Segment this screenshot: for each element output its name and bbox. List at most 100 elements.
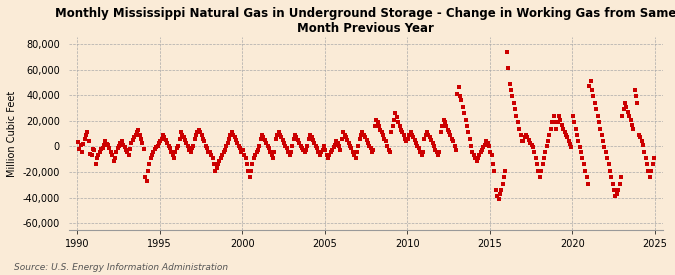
Point xyxy=(372,120,383,124)
Point xyxy=(176,130,186,134)
Point xyxy=(601,149,612,154)
Point xyxy=(560,133,571,137)
Point xyxy=(113,144,124,148)
Point xyxy=(92,156,103,160)
Point xyxy=(292,138,303,142)
Point xyxy=(103,143,113,148)
Point xyxy=(227,133,238,137)
Point xyxy=(592,114,603,118)
Point xyxy=(329,142,340,147)
Point xyxy=(562,135,572,140)
Point xyxy=(304,137,315,141)
Y-axis label: Million Cubic Feet: Million Cubic Feet xyxy=(7,90,17,177)
Point xyxy=(90,162,101,167)
Point xyxy=(163,144,174,148)
Point xyxy=(333,144,344,148)
Point xyxy=(284,153,295,158)
Point xyxy=(459,111,470,115)
Point xyxy=(209,162,219,167)
Point xyxy=(552,120,563,124)
Point xyxy=(259,138,270,142)
Point xyxy=(438,117,449,122)
Point xyxy=(602,156,613,160)
Point xyxy=(281,146,292,151)
Point xyxy=(235,146,246,151)
Point xyxy=(153,141,164,145)
Point xyxy=(332,141,343,145)
Point xyxy=(177,133,188,137)
Point xyxy=(373,124,384,128)
Point xyxy=(385,149,396,154)
Point xyxy=(647,162,658,167)
Point xyxy=(279,141,290,145)
Point xyxy=(171,146,182,151)
Point xyxy=(128,138,138,142)
Point xyxy=(184,147,194,152)
Point xyxy=(86,153,97,158)
Point xyxy=(273,130,284,134)
Point xyxy=(302,144,313,148)
Point xyxy=(74,147,84,151)
Point xyxy=(523,138,534,142)
Point xyxy=(82,130,93,134)
Point xyxy=(535,175,545,179)
Point xyxy=(194,128,205,132)
Point xyxy=(375,128,385,132)
Point xyxy=(122,149,133,154)
Point xyxy=(136,137,146,141)
Text: Source: U.S. Energy Information Administration: Source: U.S. Energy Information Administ… xyxy=(14,263,227,272)
Point xyxy=(107,153,117,158)
Point xyxy=(84,139,95,144)
Point xyxy=(261,141,271,145)
Point xyxy=(159,135,170,140)
Point xyxy=(502,50,512,54)
Point xyxy=(442,128,453,132)
Point xyxy=(425,135,435,140)
Point xyxy=(298,147,308,152)
Point xyxy=(545,126,556,131)
Point xyxy=(426,138,437,142)
Point xyxy=(520,133,531,137)
Point xyxy=(422,130,433,134)
Point xyxy=(210,169,221,173)
Point xyxy=(108,158,119,163)
Point xyxy=(481,139,491,144)
Point xyxy=(140,175,151,179)
Point xyxy=(162,141,173,145)
Point xyxy=(151,145,161,149)
Point xyxy=(145,156,156,160)
Point xyxy=(516,139,527,144)
Point xyxy=(581,175,592,179)
Point xyxy=(157,137,167,141)
Point xyxy=(539,156,549,160)
Point xyxy=(649,156,659,160)
Point xyxy=(247,162,258,167)
Point xyxy=(328,145,339,149)
Point xyxy=(437,124,448,128)
Point xyxy=(316,149,327,154)
Point xyxy=(381,139,392,144)
Point xyxy=(315,153,325,158)
Point xyxy=(97,145,108,150)
Point xyxy=(358,133,369,137)
Point xyxy=(250,153,261,158)
Point xyxy=(554,114,564,118)
Point xyxy=(499,175,510,179)
Point xyxy=(558,126,568,131)
Point xyxy=(321,153,332,158)
Point xyxy=(331,139,342,144)
Point xyxy=(433,153,443,158)
Point xyxy=(100,139,111,144)
Point xyxy=(198,137,209,141)
Point xyxy=(174,137,185,141)
Point xyxy=(376,130,387,134)
Point xyxy=(540,149,551,154)
Point xyxy=(396,128,406,132)
Point xyxy=(207,156,218,160)
Point xyxy=(252,147,263,152)
Point xyxy=(188,144,198,148)
Point xyxy=(464,137,475,141)
Point xyxy=(294,141,304,145)
Point xyxy=(475,149,486,154)
Point xyxy=(595,126,605,131)
